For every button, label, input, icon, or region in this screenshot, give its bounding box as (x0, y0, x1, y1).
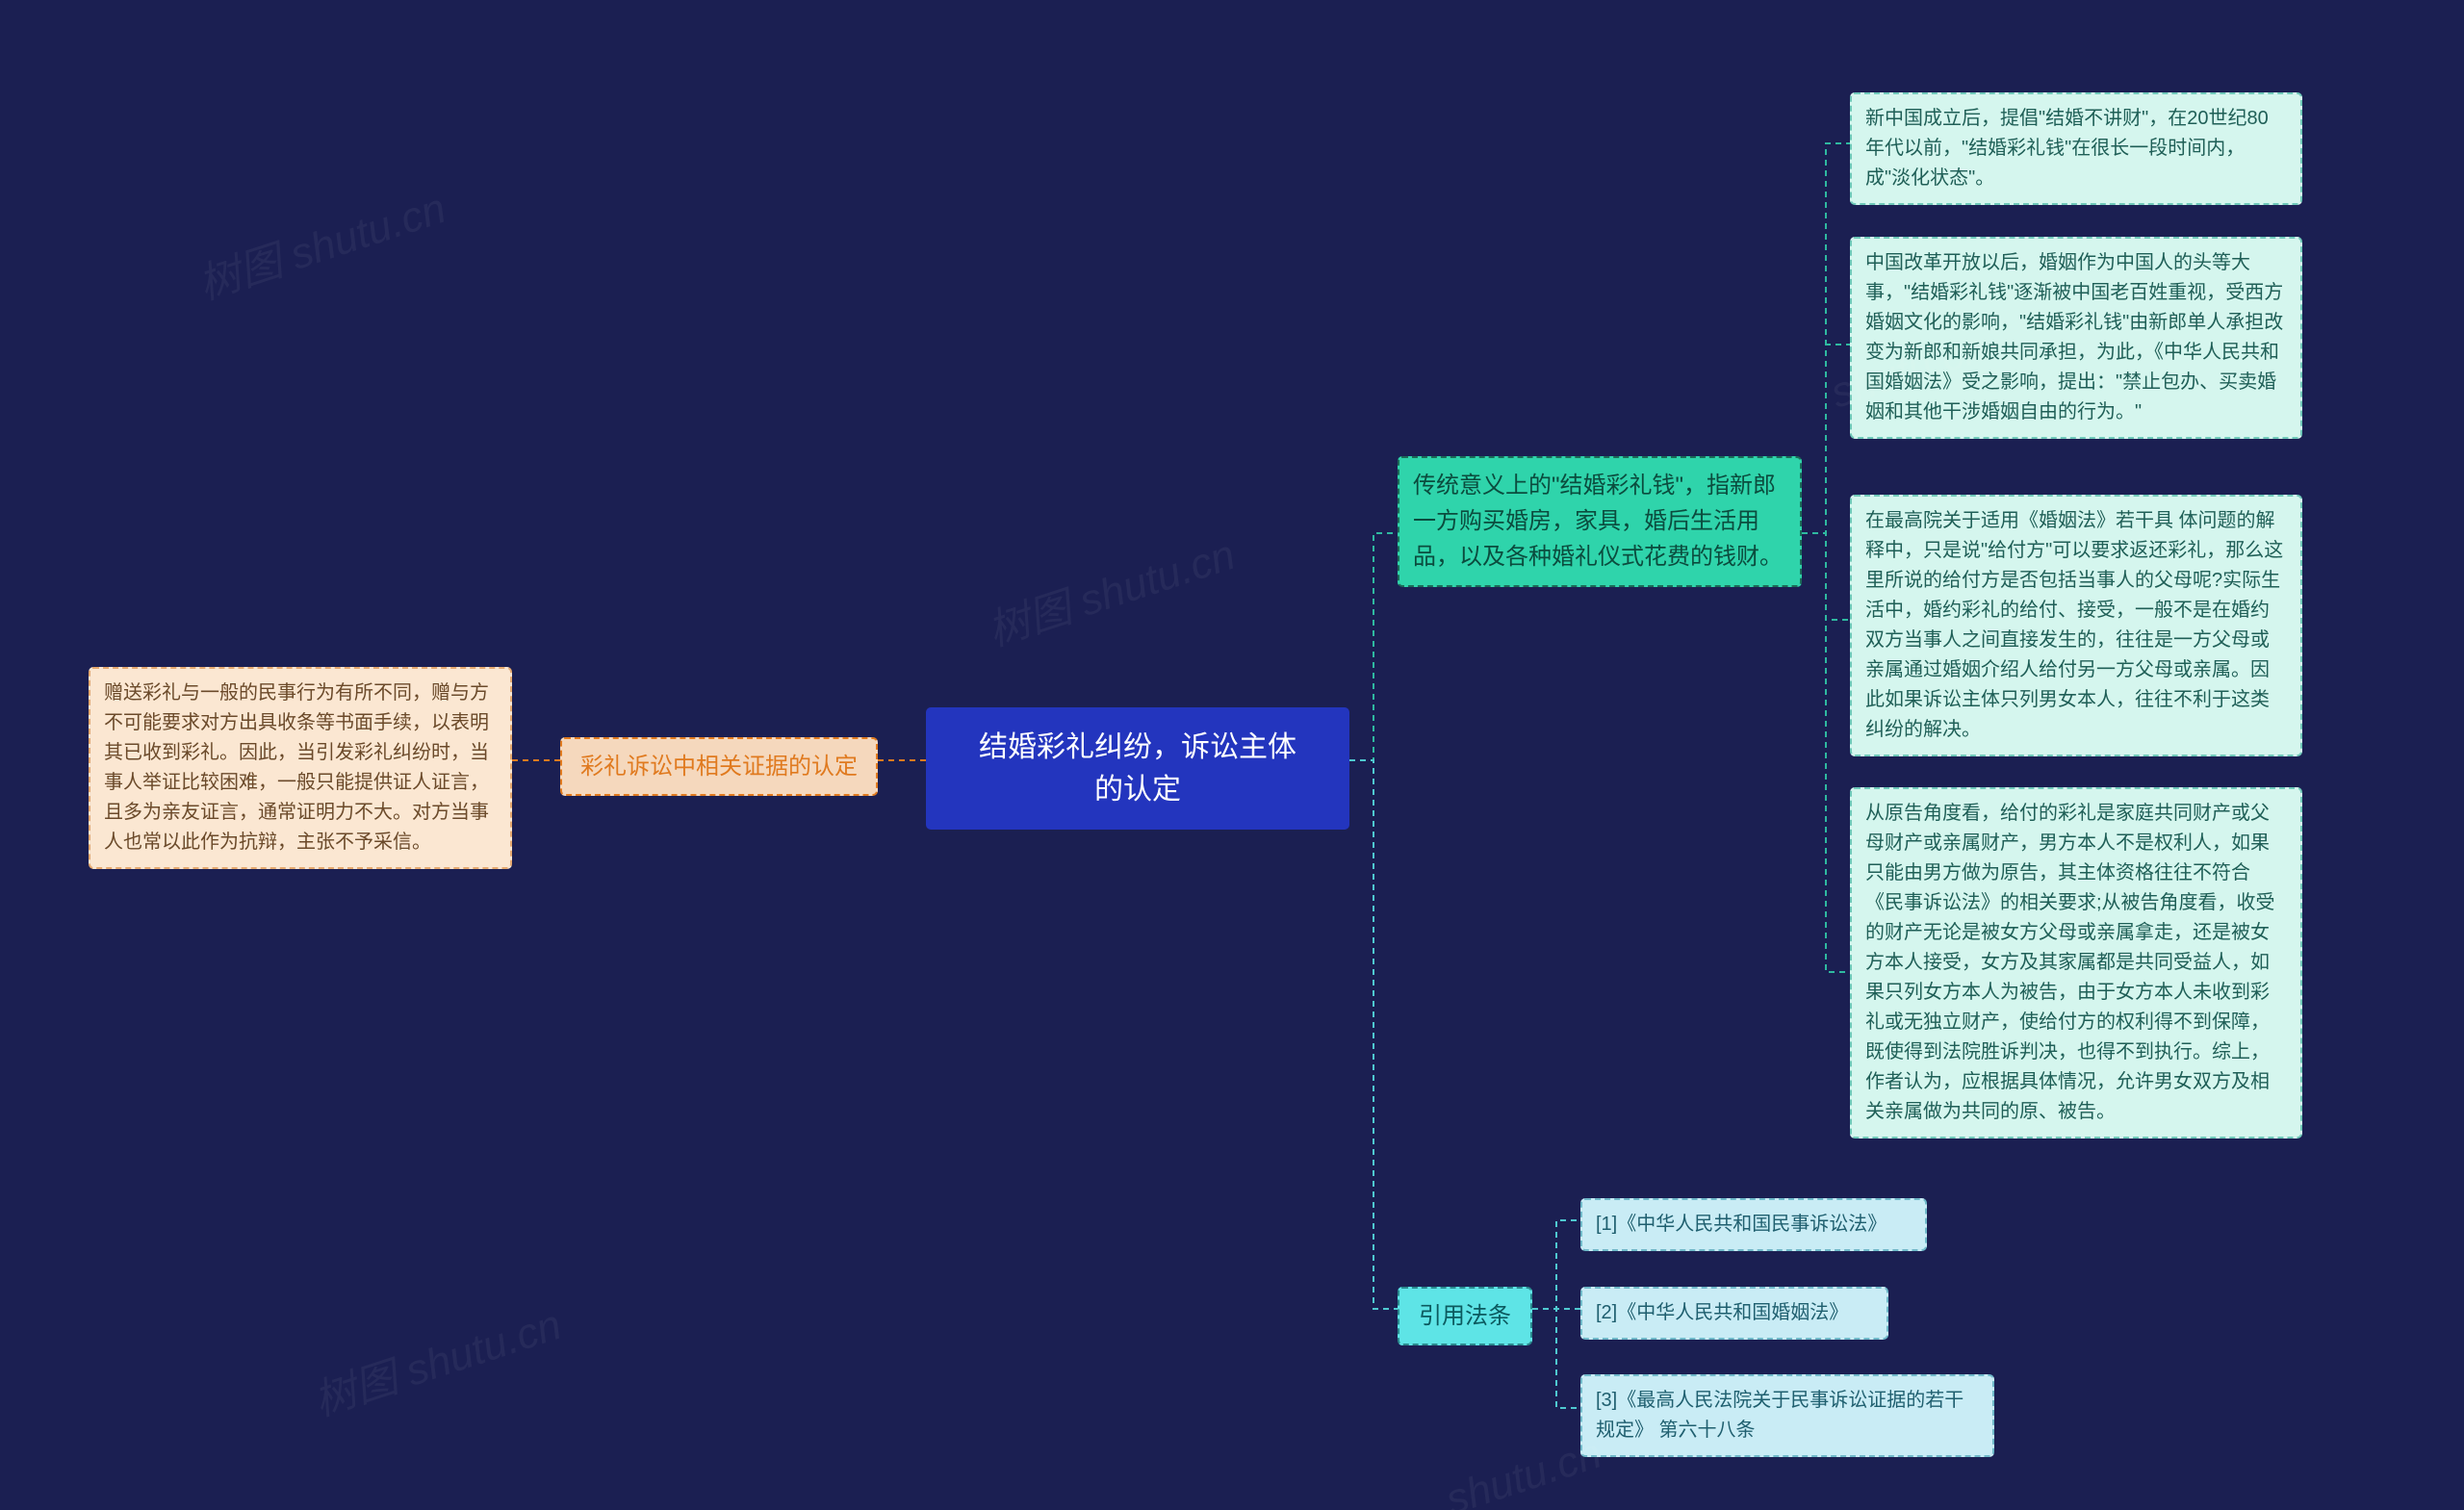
watermark: 树图 shutu.cn (190, 173, 452, 311)
detail-node[interactable]: 从原告角度看，给付的彩礼是家庭共同财产或父母财产或亲属财产，男方本人不是权利人，… (1850, 787, 2302, 1139)
right-bottom-branch-node[interactable]: 引用法条 (1398, 1287, 1532, 1345)
law-node[interactable]: [2]《中华人民共和国婚姻法》 (1580, 1287, 1888, 1340)
left-branch-node[interactable]: 彩礼诉讼中相关证据的认定 (560, 737, 878, 796)
detail-node[interactable]: 中国改革开放以后，婚姻作为中国人的头等大事，"结婚彩礼钱"逐渐被中国老百姓重视，… (1850, 237, 2302, 439)
law-node[interactable]: [1]《中华人民共和国民事诉讼法》 (1580, 1198, 1927, 1251)
watermark: 树图 shutu.cn (305, 1290, 568, 1427)
root-node[interactable]: 结婚彩礼纠纷，诉讼主体的认定 (926, 707, 1349, 830)
right-top-branch-node[interactable]: 传统意义上的"结婚彩礼钱"，指新郎一方购买婚房，家具，婚后生活用品，以及各种婚礼… (1398, 456, 1802, 587)
watermark: 树图 shutu.cn (979, 520, 1242, 657)
detail-node[interactable]: 在最高院关于适用《婚姻法》若干具 体问题的解释中，只是说"给付方"可以要求返还彩… (1850, 495, 2302, 756)
detail-node[interactable]: 新中国成立后，提倡"结婚不讲财"，在20世纪80年代以前，"结婚彩礼钱"在很长一… (1850, 92, 2302, 205)
left-detail-node[interactable]: 赠送彩礼与一般的民事行为有所不同，赠与方不可能要求对方出具收条等书面手续，以表明… (89, 667, 512, 869)
law-node[interactable]: [3]《最高人民法院关于民事诉讼证据的若干规定》 第六十八条 (1580, 1374, 1994, 1457)
